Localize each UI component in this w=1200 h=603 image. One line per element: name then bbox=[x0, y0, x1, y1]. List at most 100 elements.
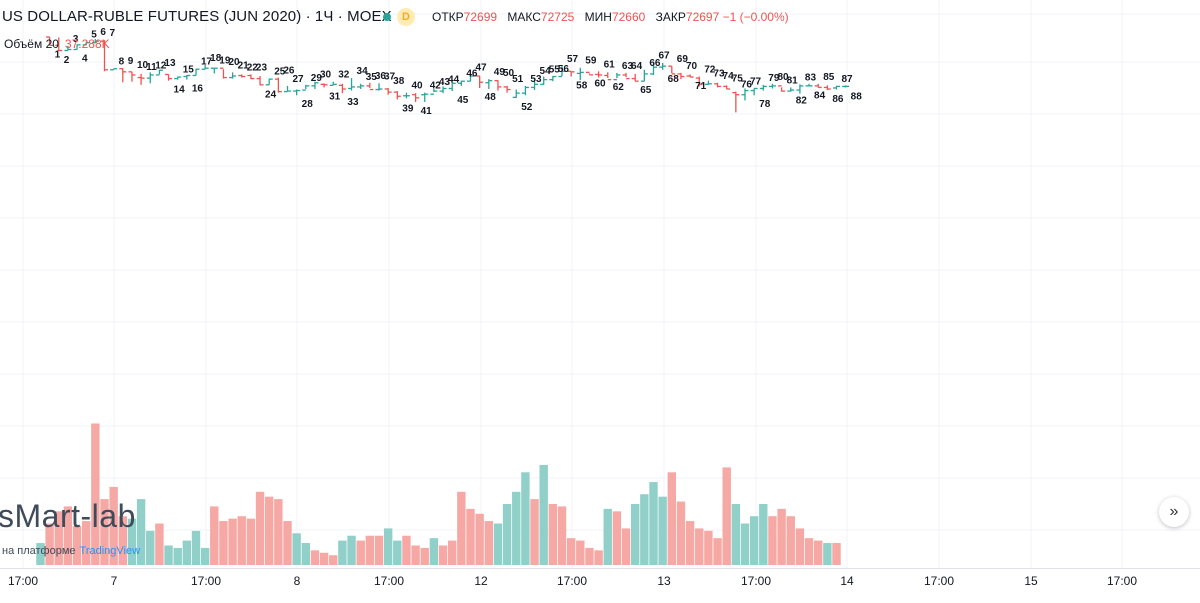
ohlc-bar bbox=[622, 72, 630, 80]
bar-number-label: 75 bbox=[732, 73, 744, 84]
ohlc-bar bbox=[165, 73, 173, 81]
bar-number-label: 43 bbox=[439, 77, 451, 88]
ohlc-close-label: ЗАКР bbox=[655, 10, 686, 24]
ohlc-bar bbox=[55, 37, 63, 52]
volume-bar bbox=[237, 516, 246, 565]
volume-bar bbox=[475, 513, 484, 565]
volume-histogram bbox=[36, 423, 841, 565]
volume-bar bbox=[283, 521, 292, 565]
bar-number-label: 30 bbox=[320, 70, 332, 81]
volume-bar bbox=[631, 504, 640, 565]
volume-bar bbox=[722, 467, 731, 565]
ohlc-bar bbox=[247, 74, 255, 80]
bar-number-label: 64 bbox=[631, 61, 643, 72]
bar-number-label: 61 bbox=[604, 59, 616, 70]
bar-number-label: 22 bbox=[247, 62, 259, 73]
ohlc-bar bbox=[210, 67, 218, 74]
volume-bar bbox=[557, 506, 567, 565]
symbol-title[interactable]: US DOLLAR-RUBLE FUTURES (JUN 2020) · 1Ч … bbox=[2, 8, 392, 25]
volume-bar bbox=[118, 516, 127, 565]
bar-number-label: 88 bbox=[851, 91, 863, 102]
ohlc-bar bbox=[668, 65, 676, 75]
volume-bar bbox=[365, 535, 375, 565]
volume-bar bbox=[521, 472, 530, 565]
volume-bar bbox=[383, 528, 393, 565]
volume-legend[interactable]: Объём 20 37.288K bbox=[4, 37, 110, 51]
bar-number-label: 84 bbox=[814, 90, 826, 101]
bar-number-label: 32 bbox=[338, 70, 350, 81]
ohlc-bar bbox=[412, 93, 420, 102]
ohlc-bar bbox=[842, 85, 850, 88]
smart-lab-watermark: sMart-lab bbox=[0, 498, 136, 534]
bar-number-label: 28 bbox=[302, 99, 314, 110]
bar-number-label: 13 bbox=[164, 58, 176, 69]
double-chevron-right-icon: » bbox=[1169, 503, 1179, 520]
volume-bar bbox=[319, 552, 329, 565]
ohlc-bar bbox=[302, 84, 310, 91]
platform-prefix: на платформе bbox=[2, 545, 76, 557]
volume-bar bbox=[603, 508, 612, 565]
ohlc-bar bbox=[805, 83, 813, 87]
ohlc-bar bbox=[183, 74, 191, 80]
bar-number-label: 25 bbox=[274, 67, 286, 78]
volume-bar bbox=[484, 521, 493, 565]
volume-bar bbox=[100, 499, 109, 565]
bar-number-label: 59 bbox=[585, 56, 597, 67]
bar-number-label: 44 bbox=[448, 74, 460, 85]
bar-number-label: 71 bbox=[695, 81, 707, 92]
bar-number-label: 47 bbox=[476, 62, 488, 73]
ohlc-bar bbox=[476, 75, 484, 88]
volume-bar bbox=[329, 555, 338, 565]
ohlc-bar bbox=[467, 74, 474, 82]
volume-bar bbox=[146, 530, 155, 565]
ohlc-bar bbox=[741, 88, 749, 101]
ohlc-bar bbox=[531, 78, 539, 91]
ohlc-bar bbox=[64, 45, 72, 52]
volume-bar bbox=[448, 540, 457, 565]
volume-bar bbox=[768, 516, 777, 565]
volume-bar bbox=[832, 543, 841, 565]
volume-bar bbox=[420, 547, 429, 565]
volume-bar bbox=[576, 540, 585, 565]
bar-number-label: 50 bbox=[503, 68, 515, 79]
volume-legend-label: Объём 20 bbox=[4, 37, 59, 51]
bar-number-label: 55 bbox=[549, 65, 561, 76]
bar-number-label: 80 bbox=[777, 72, 789, 83]
scroll-to-realtime-button[interactable]: » bbox=[1159, 497, 1189, 527]
time-axis-label: 15 bbox=[1024, 574, 1038, 588]
ohlc-low-label: МИН bbox=[584, 10, 612, 24]
tradingview-link[interactable]: TradingView bbox=[79, 545, 141, 557]
volume-bar bbox=[713, 538, 722, 565]
ohlc-bar bbox=[595, 71, 603, 78]
ohlc-bar bbox=[238, 74, 246, 78]
bar-number-label: 79 bbox=[768, 73, 780, 84]
bar-number-label: 68 bbox=[668, 74, 680, 85]
bar-number-label: 56 bbox=[558, 64, 570, 75]
ohlc-bar bbox=[101, 40, 108, 72]
bar-number-label: 69 bbox=[677, 54, 689, 65]
volume-bar bbox=[301, 543, 310, 565]
bar-number-label: 19 bbox=[219, 56, 231, 67]
volume-bar bbox=[493, 523, 503, 565]
volume-bar bbox=[740, 523, 750, 565]
bar-number-label: 60 bbox=[594, 78, 606, 89]
bar-number-label: 40 bbox=[411, 81, 423, 92]
bar-number-label: 46 bbox=[466, 69, 478, 80]
chart-legend-header: US DOLLAR-RUBLE FUTURES (JUN 2020) · 1Ч … bbox=[0, 0, 1200, 38]
ohlc-bar bbox=[521, 85, 529, 96]
volume-bar bbox=[200, 547, 210, 565]
volume-bar bbox=[814, 540, 823, 565]
ohlc-bar bbox=[366, 82, 374, 91]
volume-bar bbox=[219, 521, 228, 565]
ohlc-close-value: 72697 −1 (−0.00%) bbox=[685, 10, 789, 24]
ohlc-bar bbox=[229, 72, 237, 79]
volume-bar bbox=[91, 423, 100, 565]
time-axis[interactable]: 17:00 7 17:00 8 17:00 12 17:00 13 17:00 … bbox=[0, 571, 1200, 603]
volume-bar bbox=[402, 535, 411, 565]
ohlc-bars bbox=[46, 36, 850, 113]
ohlc-bar bbox=[613, 72, 621, 81]
bar-number-label: 23 bbox=[256, 62, 268, 73]
ohlc-bar bbox=[375, 83, 383, 91]
ohlc-bar bbox=[540, 76, 548, 85]
